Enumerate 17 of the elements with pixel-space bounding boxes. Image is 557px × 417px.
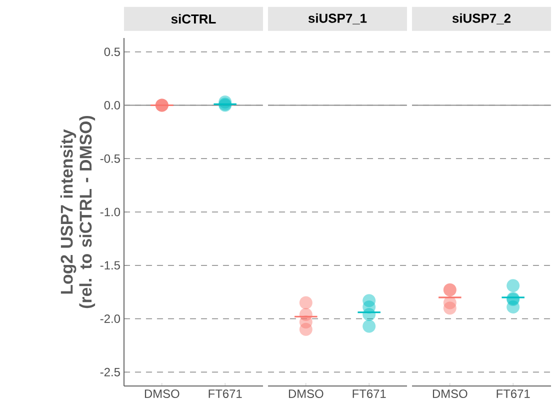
- x-tick-label: FT671: [352, 390, 386, 398]
- y-tick-label: 0.5: [104, 48, 120, 56]
- x-tick-label: DMSO: [288, 390, 324, 398]
- y-tick-label: -0.5: [100, 154, 120, 163]
- chart-title: siUSP7_2: [452, 13, 511, 24]
- y-tick-label: -1.0: [100, 208, 120, 216]
- x-tick-label: DMSO: [432, 390, 468, 398]
- x-tick-label: DMSO: [144, 390, 180, 398]
- y-tick-label: 0.0: [104, 101, 120, 110]
- y-tick-label: -2.5: [100, 368, 120, 376]
- y-tick-label: -1.5: [100, 261, 120, 270]
- y-tick-label: -2.0: [100, 314, 120, 323]
- chart-title: siUSP7_1: [308, 13, 367, 24]
- x-tick-label: FT671: [208, 390, 242, 398]
- x-tick-label: FT671: [496, 390, 530, 398]
- chart-title: siCTRL: [171, 14, 216, 24]
- y-axis-title: Log2 USP7 intensity (rel. to siCTRL - DMSO): [60, 116, 96, 308]
